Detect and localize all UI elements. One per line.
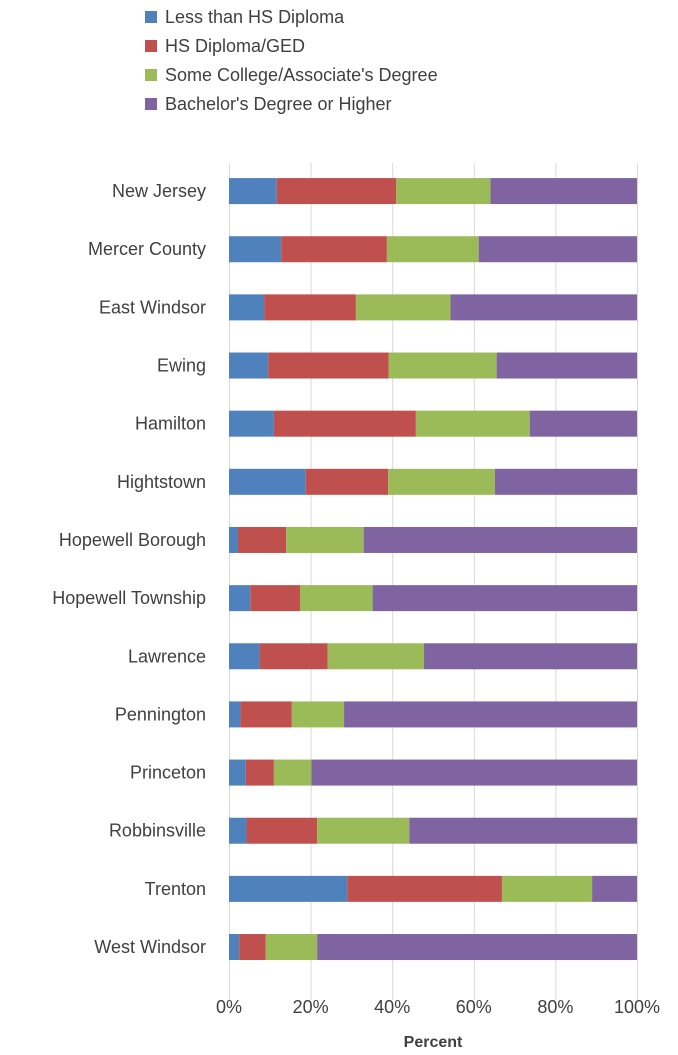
bar-segment-hopewell-borough-less-than-hs-diploma [229, 526, 238, 553]
bar-segment-new-jersey-bachelor-s-degree-or-higher [490, 178, 637, 205]
bar-segment-lawrence-some-college-associate-s-degree [327, 643, 425, 670]
bar-segment-west-windsor-some-college-associate-s-degree [265, 934, 318, 961]
bar-segment-hopewell-borough-hs-diploma-ged [237, 526, 287, 553]
bar-segment-princeton-less-than-hs-diploma [229, 759, 246, 786]
bar-segment-pennington-less-than-hs-diploma [229, 701, 241, 728]
bar-segment-hightstown-hs-diploma-ged [305, 468, 389, 495]
bar-segment-ewing-bachelor-s-degree-or-higher [496, 352, 637, 379]
bar-segment-robbinsville-bachelor-s-degree-or-higher [409, 817, 637, 844]
legend-label-less-than-hs-diploma: Less than HS Diploma [165, 7, 345, 27]
bar-segment-robbinsville-hs-diploma-ged [246, 817, 318, 844]
bar-segment-mercer-county-bachelor-s-degree-or-higher [478, 236, 637, 263]
x-axis-ticks: 0% 20% 40% 60% 80% 100% [216, 997, 660, 1017]
bar-segment-ewing-less-than-hs-diploma [229, 352, 269, 379]
legend-swatch-hs-diploma-ged [145, 40, 157, 52]
bar-segment-hamilton-some-college-associate-s-degree [415, 410, 530, 437]
bar-segment-hopewell-township-less-than-hs-diploma [229, 585, 251, 612]
category-label-hopewell-borough: Hopewell Borough [59, 530, 206, 550]
category-label-east-windsor: East Windsor [99, 297, 206, 317]
category-label-lawrence: Lawrence [128, 646, 206, 666]
category-label-pennington: Pennington [115, 704, 206, 724]
bar-segment-pennington-some-college-associate-s-degree [291, 701, 345, 728]
bar-segment-lawrence-bachelor-s-degree-or-higher [424, 643, 637, 670]
bar-segment-lawrence-less-than-hs-diploma [229, 643, 260, 670]
bar-segment-pennington-hs-diploma-ged [240, 701, 292, 728]
x-axis-title: Percent [404, 1034, 463, 1051]
bar-segment-hightstown-less-than-hs-diploma [229, 468, 306, 495]
legend-label-hs-diploma-ged: HS Diploma/GED [165, 36, 305, 56]
legend-swatch-bachelor-s-degree-or-higher [145, 98, 157, 110]
bar-segment-west-windsor-hs-diploma-ged [239, 934, 266, 961]
bar-segment-princeton-hs-diploma-ged [245, 759, 274, 786]
category-label-ewing: Ewing [157, 356, 206, 376]
bar-segment-trenton-less-than-hs-diploma [229, 875, 348, 902]
legend-swatch-less-than-hs-diploma [145, 11, 157, 23]
bar-segment-hamilton-hs-diploma-ged [273, 410, 416, 437]
bar-segment-new-jersey-hs-diploma-ged [276, 178, 397, 205]
bar-segment-trenton-hs-diploma-ged [347, 875, 502, 902]
x-tick-label: 0% [216, 997, 242, 1017]
category-label-new-jersey: New Jersey [112, 181, 206, 201]
category-labels: New Jersey Mercer County East Windsor Ewing… [52, 181, 206, 957]
bar-segment-hopewell-township-bachelor-s-degree-or-higher [372, 585, 637, 612]
category-label-hightstown: Hightstown [117, 472, 206, 492]
bar-segment-east-windsor-some-college-associate-s-degree [355, 294, 451, 321]
bar-segment-hopewell-borough-bachelor-s-degree-or-higher [363, 526, 637, 553]
bar-segment-east-windsor-less-than-hs-diploma [229, 294, 265, 321]
category-label-hopewell-township: Hopewell Township [52, 588, 206, 608]
bar-segment-hightstown-some-college-associate-s-degree [388, 468, 496, 495]
legend-label-bachelor-s-degree-or-higher: Bachelor's Degree or Higher [165, 94, 392, 114]
bar-segment-mercer-county-some-college-associate-s-degree [386, 236, 479, 263]
bar-segment-mercer-county-less-than-hs-diploma [229, 236, 282, 263]
bar-segment-robbinsville-some-college-associate-s-degree [317, 817, 410, 844]
bar-segment-hopewell-township-some-college-associate-s-degree [299, 585, 373, 612]
legend-label-some-college-associate-s-degree: Some College/Associate's Degree [165, 65, 438, 85]
bar-segment-princeton-bachelor-s-degree-or-higher [311, 759, 637, 786]
bar-segment-robbinsville-less-than-hs-diploma [229, 817, 247, 844]
category-label-west-windsor: West Windsor [94, 937, 206, 957]
bar-segment-princeton-some-college-associate-s-degree [273, 759, 312, 786]
bar-segment-lawrence-hs-diploma-ged [259, 643, 328, 670]
legend-swatch-some-college-associate-s-degree [145, 69, 157, 81]
bar-segment-trenton-some-college-associate-s-degree [501, 875, 593, 902]
x-tick-label: 80% [537, 997, 573, 1017]
bar-segment-new-jersey-some-college-associate-s-degree [396, 178, 491, 205]
bar-segment-hopewell-borough-some-college-associate-s-degree [286, 526, 364, 553]
bar-segment-new-jersey-less-than-hs-diploma [229, 178, 277, 205]
x-tick-label: 40% [374, 997, 410, 1017]
category-label-hamilton: Hamilton [135, 414, 206, 434]
bar-segment-hightstown-bachelor-s-degree-or-higher [495, 468, 637, 495]
x-tick-label: 60% [456, 997, 492, 1017]
x-tick-label: 20% [293, 997, 329, 1017]
bar-segment-hamilton-less-than-hs-diploma [229, 410, 274, 437]
bar-segment-east-windsor-bachelor-s-degree-or-higher [450, 294, 637, 321]
category-label-trenton: Trenton [145, 879, 206, 899]
category-label-princeton: Princeton [130, 763, 206, 783]
category-label-robbinsville: Robbinsville [109, 821, 206, 841]
bar-segment-trenton-bachelor-s-degree-or-higher [592, 875, 637, 902]
bar-segment-hopewell-township-hs-diploma-ged [250, 585, 300, 612]
legend: Less than HS Diploma HS Diploma/GED Some C… [145, 7, 438, 114]
bar-segment-ewing-hs-diploma-ged [268, 352, 389, 379]
bar-segment-east-windsor-hs-diploma-ged [264, 294, 356, 321]
bars [229, 178, 637, 961]
category-label-mercer-county: Mercer County [88, 239, 206, 259]
bar-segment-pennington-bachelor-s-degree-or-higher [344, 701, 637, 728]
bar-segment-west-windsor-less-than-hs-diploma [229, 934, 240, 961]
bar-segment-ewing-some-college-associate-s-degree [388, 352, 497, 379]
bar-segment-mercer-county-hs-diploma-ged [281, 236, 387, 263]
bar-segment-west-windsor-bachelor-s-degree-or-higher [317, 934, 637, 961]
gridlines [229, 163, 638, 1000]
bar-segment-hamilton-bachelor-s-degree-or-higher [529, 410, 637, 437]
x-tick-label: 100% [614, 997, 660, 1017]
